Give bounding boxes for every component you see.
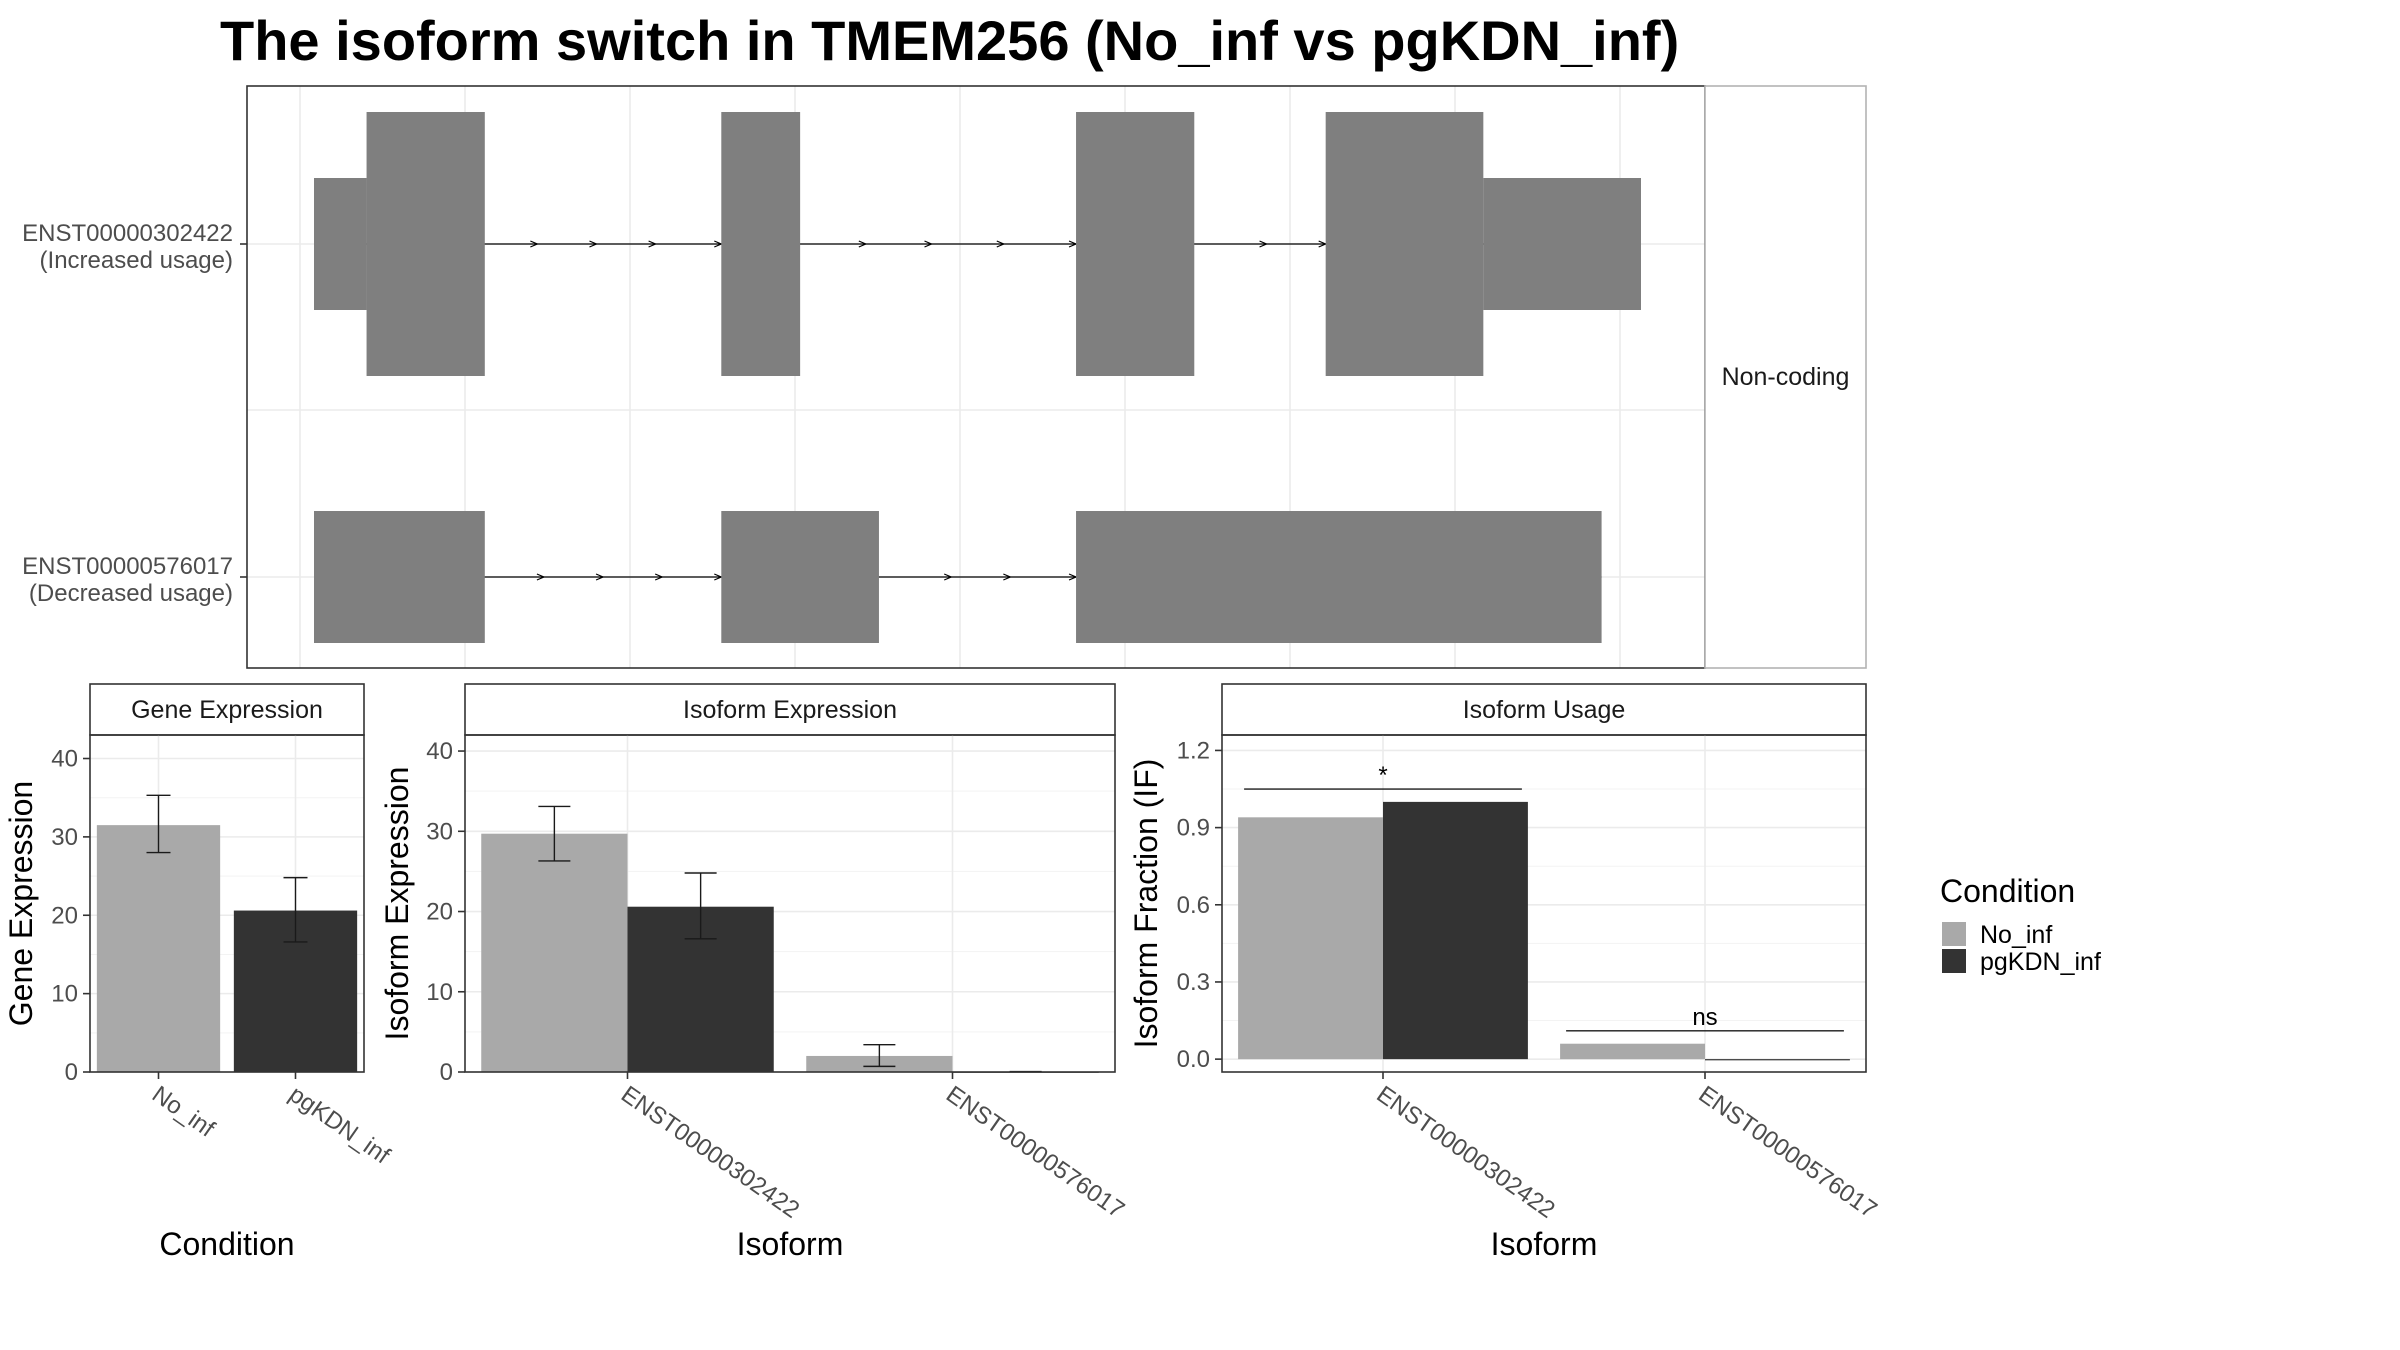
exon-0-4 xyxy=(1325,112,1484,376)
exon-1-2 xyxy=(1076,511,1602,643)
isoform-usage-ytick-label-4: 1.2 xyxy=(1177,737,1210,764)
facet-label: Non-coding xyxy=(1722,363,1850,391)
isoform-expression-ytick-label-1: 10 xyxy=(426,979,453,1006)
transcript-sublabel-0: (Increased usage) xyxy=(40,247,233,274)
isoform-usage-ytick-label-2: 0.6 xyxy=(1177,892,1210,919)
isoform-usage-strip-title: Isoform Usage xyxy=(1463,696,1626,724)
intron-arrow-0-8 xyxy=(1259,240,1269,248)
intron-arrow-0-3 xyxy=(714,240,723,248)
exon-0-2 xyxy=(721,112,801,376)
legend-title: Condition xyxy=(1940,873,2075,909)
intron-arrow-0-4 xyxy=(858,240,868,248)
isoform-usage-bar-1-1 xyxy=(1705,1059,1850,1061)
chart-title: The isoform switch in TMEM256 (No_inf vs… xyxy=(220,9,1679,72)
isoform-expression-ytick-label-0: 0 xyxy=(440,1059,453,1086)
isoform-expression-errbar-0-0 xyxy=(538,805,571,862)
gene-expression-x-title: Condition xyxy=(159,1226,294,1262)
isoform-usage-ytick-label-0: 0.0 xyxy=(1177,1046,1210,1073)
isoform-expression-ytick-label-2: 20 xyxy=(426,899,453,926)
isoform-expression-strip xyxy=(464,683,1116,736)
exon-0-5 xyxy=(1483,178,1641,310)
gene-expression-xtick-label-1: pgKDN_inf xyxy=(284,1081,395,1170)
isoform-expression-strip-title: Isoform Expression xyxy=(683,696,897,724)
isoform-usage-ytick-label-3: 0.9 xyxy=(1177,815,1210,842)
gene-expression-xtick-label-0: No_inf xyxy=(147,1081,220,1143)
isoform-expression-ytick-label-3: 30 xyxy=(426,818,453,845)
isoform-usage-bar-0-1 xyxy=(1560,1043,1705,1060)
isoform-expression-xtick-label-1: ENST00000576017 xyxy=(941,1081,1129,1224)
isoform-usage-bar-1-0 xyxy=(1383,801,1528,1060)
isoform-expression-xtick-label-0: ENST00000302422 xyxy=(616,1081,804,1224)
legend-swatch-1 xyxy=(1942,949,1966,973)
intron-arrow-0-0 xyxy=(530,240,539,248)
isoform-usage-sig-label-1: ns xyxy=(1692,1004,1717,1031)
intron-arrow-1-2 xyxy=(654,573,664,581)
isoform-expression-y-title: Isoform Expression xyxy=(379,767,415,1041)
intron-arrow-0-6 xyxy=(996,240,1006,248)
gene-expression-strip-title: Gene Expression xyxy=(131,696,323,724)
gene-expression-ytick-label-0: 0 xyxy=(65,1059,78,1086)
gene-expression-y-title: Gene Expression xyxy=(3,781,39,1026)
transcript-label-1: ENST00000576017 xyxy=(22,553,233,580)
legend-swatch-0 xyxy=(1942,922,1966,946)
gene-expression-border xyxy=(89,734,365,1073)
isoform-expression-bar-0-0 xyxy=(481,833,628,1072)
exon-0-1 xyxy=(366,112,485,376)
isoform-expression-x-title: Isoform xyxy=(737,1226,844,1262)
exon-0-0 xyxy=(314,178,367,310)
gene-expression-ytick-label-2: 20 xyxy=(51,902,78,929)
isoform-usage-ytick-label-1: 0.3 xyxy=(1177,969,1210,996)
gene-expression-ytick-label-3: 30 xyxy=(51,824,78,851)
intron-arrow-0-5 xyxy=(924,240,934,248)
intron-arrow-1-4 xyxy=(943,573,953,581)
isoform-expression-border xyxy=(464,734,1116,1073)
intron-arrow-0-1 xyxy=(589,240,599,248)
isoform-usage-strip xyxy=(1221,683,1867,736)
gene-expression-panel: Gene Expression 0 10 20 30 40 No_inf pgKDN_inf C… xyxy=(3,683,395,1262)
isoform-usage-bar-0-0 xyxy=(1238,817,1383,1060)
isoform-expression-errbar-0-1 xyxy=(863,1044,896,1068)
isoform-usage-xtick-label-1: ENST00000576017 xyxy=(1694,1081,1882,1224)
intron-arrow-1-3 xyxy=(714,573,723,581)
gene-expression-errbar-1 xyxy=(283,876,308,943)
isoform-usage-x-title: Isoform xyxy=(1491,1226,1598,1262)
isoform-usage-y-title: Isoform Fraction (IF) xyxy=(1128,759,1164,1049)
transcript-label-0: ENST00000302422 xyxy=(22,220,233,247)
isoform-expression-panel: Isoform Expression 0 10 20 30 40 ENST000003024… xyxy=(379,683,1129,1262)
gene-expression-ytick-label-1: 10 xyxy=(51,981,78,1008)
exon-0-3 xyxy=(1076,112,1195,376)
transcript-sublabel-1: (Decreased usage) xyxy=(29,580,233,607)
intron-arrow-1-5 xyxy=(1003,573,1012,581)
legend-label-1: pgKDN_inf xyxy=(1980,948,2101,976)
isoform-usage-border xyxy=(1221,734,1867,1073)
isoform-usage-xtick-label-0: ENST00000302422 xyxy=(1372,1081,1560,1224)
gene-expression-bar-0 xyxy=(96,825,221,1072)
intron-arrow-1-1 xyxy=(595,573,605,581)
intron-arrow-0-9 xyxy=(1318,240,1328,248)
legend-label-0: No_inf xyxy=(1980,921,2052,949)
intron-arrow-0-2 xyxy=(648,240,658,248)
isoform-usage-sig-label-0: * xyxy=(1378,762,1387,789)
facet-strip xyxy=(1704,85,1867,669)
isoform-expression-ytick-label-4: 40 xyxy=(426,738,453,765)
gene-expression-ytick-label-4: 40 xyxy=(51,746,78,773)
intron-arrow-1-0 xyxy=(536,573,546,581)
exon-1-1 xyxy=(721,511,879,643)
isoform-structure-panel: ENST00000302422(Increased usage) ENST0000… xyxy=(22,85,1867,669)
isoform-usage-panel: Isoform Usage * ns 0.0 0.3 0.6 0.9 1.2 ENST00000… xyxy=(1128,683,1882,1262)
gene-expression-errbar-0 xyxy=(146,794,171,854)
isoform-expression-errbar-1-0 xyxy=(684,872,717,940)
gene-expression-strip xyxy=(89,683,365,736)
exon-1-0 xyxy=(314,511,485,643)
